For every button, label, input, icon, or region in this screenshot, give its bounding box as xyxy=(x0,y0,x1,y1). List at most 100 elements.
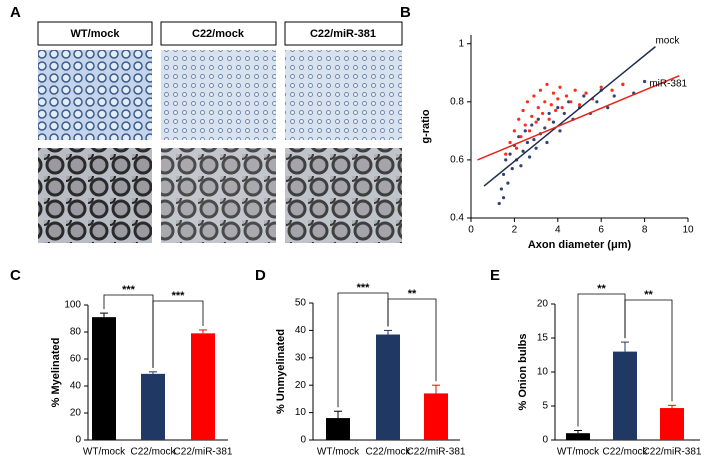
y-tick-label: 40 xyxy=(295,325,307,336)
x-tick-label: C22/mock xyxy=(602,447,648,458)
y-tick-label: 20 xyxy=(70,408,82,419)
panel-letter: E xyxy=(490,267,500,284)
x-tick-label: C22/miR-381 xyxy=(174,447,233,458)
y-axis-label: g-ratio xyxy=(420,109,432,144)
y-tick-label: 0 xyxy=(300,435,306,446)
point xyxy=(510,167,514,171)
point xyxy=(525,140,530,145)
point xyxy=(543,126,547,130)
point xyxy=(532,137,536,142)
y-tick-label: 0 xyxy=(75,435,81,446)
point xyxy=(606,106,610,110)
significance-bracket xyxy=(387,298,437,382)
y-tick-label: 0.4 xyxy=(450,213,464,224)
tab-label: C22/miR-381 xyxy=(310,28,376,40)
x-tick-label: 8 xyxy=(642,225,648,236)
point xyxy=(558,129,562,133)
point xyxy=(508,140,512,145)
significance-label: ** xyxy=(408,288,417,300)
point xyxy=(519,135,523,139)
point xyxy=(523,129,527,133)
point xyxy=(497,201,501,206)
bar xyxy=(141,373,165,440)
point xyxy=(501,172,506,177)
x-axis-label: Axon diameter (μm) xyxy=(528,239,632,251)
y-tick-label: 1 xyxy=(458,38,464,49)
significance-label: *** xyxy=(122,284,136,296)
point xyxy=(525,100,530,104)
x-tick-label: C22/mock xyxy=(365,447,411,458)
x-tick-label: 0 xyxy=(468,225,474,236)
bar xyxy=(92,317,116,440)
y-tick-label: 60 xyxy=(70,354,82,365)
point xyxy=(554,108,558,113)
panel-letter: A xyxy=(10,4,21,21)
panel-letter: D xyxy=(255,267,266,284)
tab xyxy=(160,21,277,46)
point xyxy=(499,187,503,191)
x-tick-label: 10 xyxy=(682,225,694,236)
point xyxy=(521,108,525,113)
y-tick-label: 0 xyxy=(542,435,548,446)
y-tick-label: 5 xyxy=(542,401,548,412)
significance-label: ** xyxy=(597,283,606,295)
bar xyxy=(424,393,448,440)
point xyxy=(534,120,538,124)
point xyxy=(519,164,523,168)
micrograph xyxy=(38,50,152,140)
point xyxy=(545,140,549,145)
point xyxy=(504,158,508,162)
y-tick-label: 20 xyxy=(295,380,307,391)
point xyxy=(612,94,616,98)
point xyxy=(547,117,551,121)
micrograph xyxy=(285,50,402,140)
point xyxy=(504,152,508,156)
x-tick-label: WT/mock xyxy=(317,447,360,458)
point xyxy=(532,94,536,98)
point xyxy=(501,196,506,200)
point xyxy=(545,82,549,86)
point xyxy=(530,114,534,118)
point xyxy=(556,97,560,101)
point xyxy=(530,123,534,127)
y-tick-label: 10 xyxy=(537,367,549,378)
significance-label: *** xyxy=(357,282,371,294)
x-tick-label: C22/miR-381 xyxy=(643,447,702,458)
y-axis-label: % Onion bulbs xyxy=(517,334,529,411)
point xyxy=(536,106,540,110)
y-tick-label: 0.6 xyxy=(450,155,464,166)
point xyxy=(517,117,521,121)
y-tick-label: 50 xyxy=(295,298,307,309)
y-tick-label: 40 xyxy=(70,381,82,392)
significance-bracket xyxy=(152,300,204,368)
bar xyxy=(376,334,400,440)
point xyxy=(610,88,614,92)
point xyxy=(523,123,527,127)
tab-label: WT/mock xyxy=(71,28,121,40)
point xyxy=(577,103,582,107)
point xyxy=(558,85,562,89)
point xyxy=(643,79,647,84)
legend-label: miR-381 xyxy=(649,78,687,89)
micrograph xyxy=(161,148,276,243)
point xyxy=(595,100,599,104)
point xyxy=(541,111,545,116)
significance-label: *** xyxy=(172,290,186,302)
point xyxy=(582,94,586,98)
point xyxy=(549,103,553,107)
legend-label: mock xyxy=(655,35,680,46)
point xyxy=(621,82,625,86)
significance-bracket xyxy=(624,299,673,402)
x-tick-label: C22/miR-381 xyxy=(407,447,466,458)
y-axis-label: % Myelinated xyxy=(50,338,62,408)
point xyxy=(599,85,603,89)
point xyxy=(547,111,551,116)
micrograph xyxy=(285,148,402,243)
point xyxy=(527,155,532,159)
point xyxy=(573,88,577,92)
bar xyxy=(191,333,215,440)
y-tick-label: 20 xyxy=(537,299,549,310)
fit-line xyxy=(483,46,656,187)
bar xyxy=(326,418,350,440)
